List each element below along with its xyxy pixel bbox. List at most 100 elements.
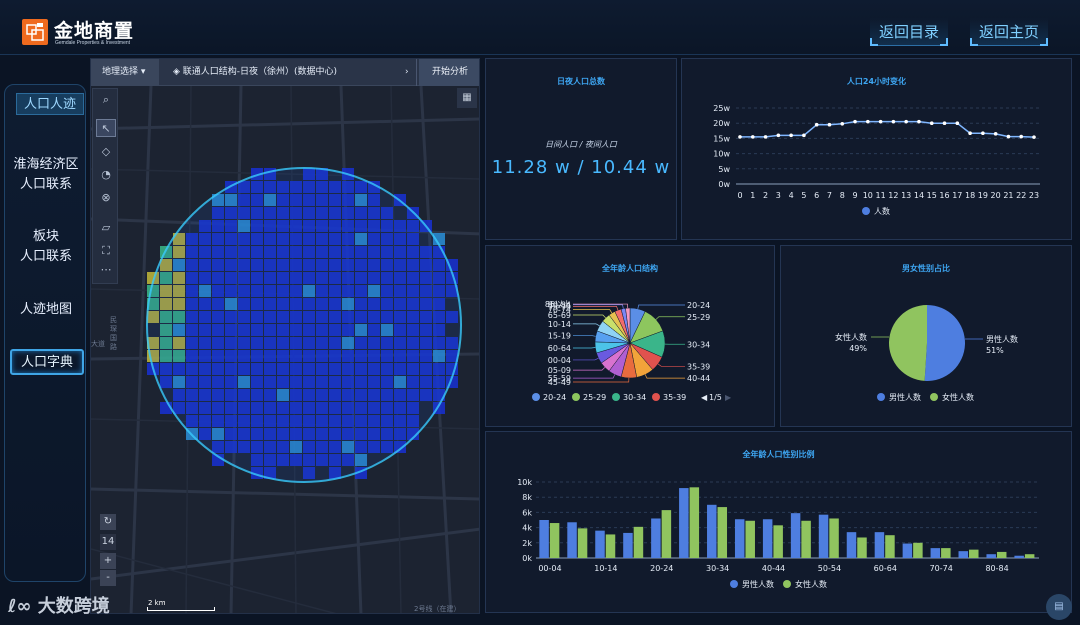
next-arrow-icon[interactable]: › [405,67,409,77]
eraser-icon[interactable]: ◔ [101,168,111,181]
bar-male [986,554,996,558]
heat-cell [160,298,172,310]
heat-cell [329,350,341,362]
fullscreen-icon[interactable]: ⛶ [102,244,110,257]
pie-leader-line [573,377,630,383]
pie-leader-line [644,374,685,379]
data-point [776,133,781,138]
heat-cell [342,428,354,440]
heat-cell [199,272,211,284]
pie-label: 40-44 [687,374,710,383]
heat-cell [381,311,393,323]
sidebar-item-trace-map[interactable]: 人迹地图 [19,302,72,317]
heat-cell [186,272,198,284]
x-tick-label: 16 [939,191,949,200]
data-point [891,119,896,124]
sidebar-item-huaihai-link[interactable]: 淮海经济区 人口联系 [13,157,79,192]
population-total-value: 11.28 w / 10.44 w [491,157,671,178]
heat-cell [290,207,302,219]
heat-cell [368,363,380,375]
back-to-catalog-button[interactable]: 返回目录 [870,18,948,46]
heat-cell [251,324,263,336]
heat-cell [303,350,315,362]
region-select[interactable]: 地理选择 ▾ [91,59,159,86]
data-point [1006,134,1011,139]
sidebar-item-population-dictionary[interactable]: 人口字典 [10,349,84,375]
heat-cell [381,272,393,284]
x-tick-label: 20 [991,191,1001,200]
more-icon[interactable]: ⋯ [100,263,112,276]
search-icon[interactable]: ⌕ [102,93,110,106]
zoom-out-icon[interactable]: - [100,570,116,586]
heat-cell [238,285,250,297]
bar-female [577,528,588,558]
legend-marker [783,580,791,588]
heat-cell [225,402,237,414]
heat-cell [147,337,159,349]
heat-cell [368,207,380,219]
heat-cell [238,363,250,375]
zoom-level: 14 [100,534,116,550]
heat-cell [251,415,263,427]
bar-male [762,519,773,558]
heat-cell [368,311,380,323]
heat-cell [420,311,432,323]
pie-label: 20-24 [687,301,710,310]
heat-cell [277,454,289,466]
female-percent: 49% [849,344,867,353]
heat-cell [394,376,406,388]
heat-cell [238,298,250,310]
heat-cell [303,298,315,310]
pie-label: 85以上 [545,300,571,309]
bar-male [539,520,549,558]
heat-cell [316,311,328,323]
heat-cell [433,259,445,271]
heat-cell [342,272,354,284]
tag-icon[interactable]: ◇ [101,145,111,158]
layer-title[interactable]: ◈ 联通人口结构-日夜（徐州）(数据中心) [165,59,417,86]
heat-cell [407,246,419,258]
chat-icon[interactable]: ▤ [1046,594,1072,620]
heat-cell [251,389,263,401]
qr-icon[interactable]: ▦ [457,88,477,108]
heat-cell [446,350,458,362]
heat-cell [238,337,250,349]
x-tick-label: 19 [978,191,988,200]
heat-cell [407,376,419,388]
heatmap-canvas[interactable] [91,59,480,614]
back-to-home-button[interactable]: 返回主页 [970,18,1048,46]
metro-label: 2号线（在建） [414,605,461,613]
x-tick-label: 4 [789,191,794,200]
sidebar-item-population-trace[interactable]: 人口人迹 [16,93,84,115]
heat-cell [212,402,224,414]
pointer-icon[interactable]: ↖ [96,119,116,137]
heat-cell [277,298,289,310]
heat-cell [238,246,250,258]
heat-cell [394,428,406,440]
x-tick-label: 0 [737,191,742,200]
heat-cell [290,285,302,297]
heat-cell [394,298,406,310]
heat-cell [381,428,393,440]
heat-cell [394,402,406,414]
road-label: 大道 [91,340,105,348]
pie-label: 05-09 [548,366,571,375]
reset-icon[interactable]: ↻ [100,514,116,530]
heat-cell [251,220,263,232]
heat-cell [264,285,276,297]
y-tick-label: 25w [713,104,730,113]
clear-icon[interactable]: ⊗ [101,191,111,204]
heat-cell [316,415,328,427]
heat-cell [329,194,341,206]
heat-cell [420,272,432,284]
zoom-in-icon[interactable]: + [100,553,116,569]
data-point [993,132,998,136]
sidebar-item-block-link[interactable]: 板块 人口联系 [19,229,72,264]
x-tick-label: 17 [952,191,962,200]
population-total-subtitle: 日间人口 / 夜间人口 [545,140,617,149]
age-gender-panel: 全年龄人口性别比例 0k 2k 4k 6k 8k 10k 00-04 10-14 20-24 30… [485,431,1072,613]
heat-cell [186,311,198,323]
map-layers-icon[interactable]: ▱ [101,221,111,234]
start-analysis-button[interactable]: 开始分析 [419,59,479,86]
pie-leader-line [573,314,606,319]
